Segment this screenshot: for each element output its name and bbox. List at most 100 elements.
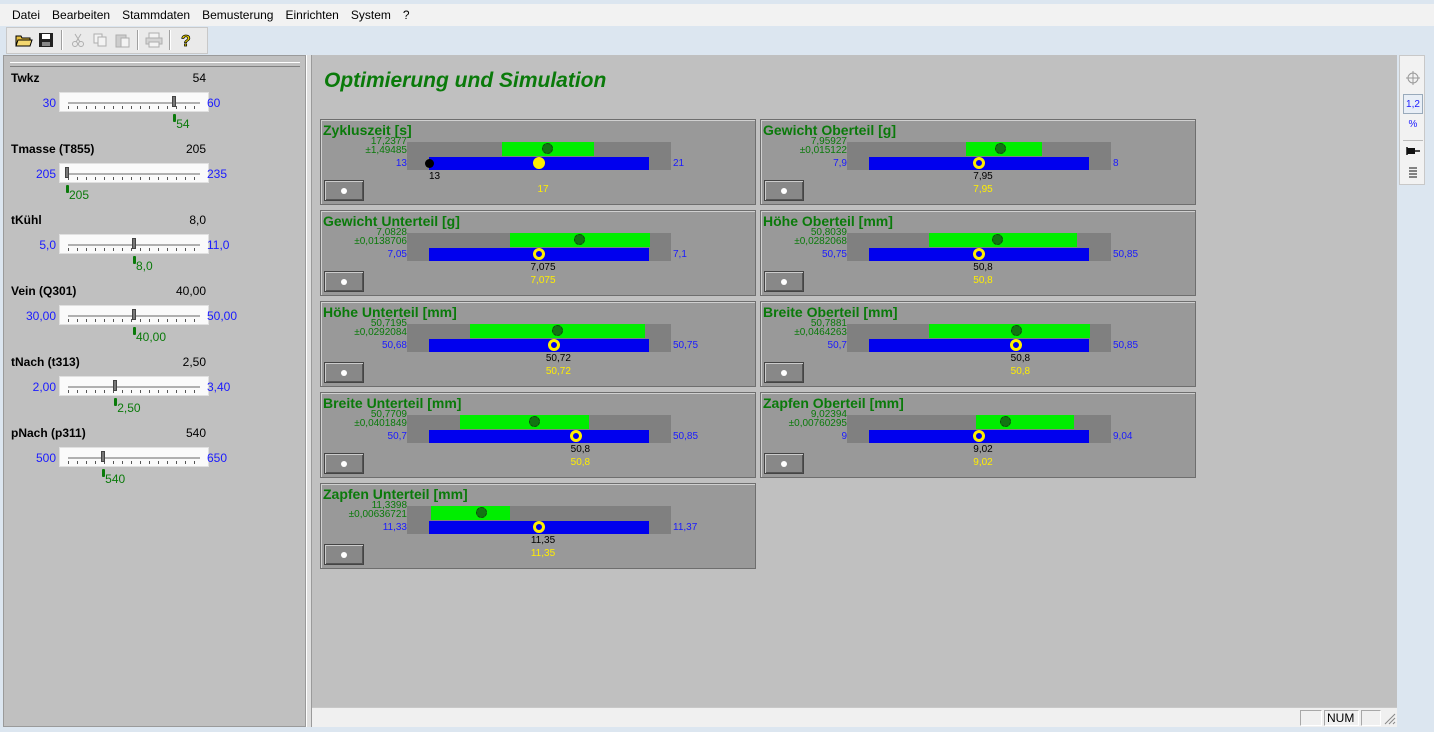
card-toggle-button[interactable] [324,544,364,565]
target-marker[interactable] [548,339,561,351]
target-marker[interactable] [533,521,545,533]
crosshair-icon[interactable] [1403,68,1423,88]
card-toggle-button[interactable] [324,453,364,474]
param-name: Vein (Q301) [11,284,77,298]
slider-line [68,102,200,104]
minimum-marker [425,159,434,168]
slider-thumb[interactable] [113,380,118,391]
card-title: Zykluszeit [s] [323,122,412,138]
button-dot-icon [341,278,347,285]
target-marker[interactable] [533,157,545,169]
card-toggle-button[interactable] [324,180,364,201]
param-slider[interactable] [59,447,209,467]
status-bar: NUM [312,707,1397,727]
result-card: Zapfen Unterteil [mm] 11,3398 ±0,00636721 1… [320,483,756,569]
button-dot-icon [781,460,787,467]
result-card: Zykluszeit [s] 17,2377 ±1,49485 13 21 13 17 [320,119,756,205]
tolerance-min: 9 [841,431,847,442]
card-title: Breite Oberteil [mm] [763,304,898,320]
menu-einrichten[interactable]: Einrichten [285,8,339,22]
right-toolbar-frame: 1,2 % [1399,55,1425,185]
toolbar-frame: ? [6,26,208,54]
panel-splitter[interactable] [306,55,312,727]
paste-icon[interactable] [111,29,133,51]
tolerance-min: 7,9 [833,158,847,169]
mean-marker [1000,416,1012,427]
decimal-format-button[interactable]: 1,2 [1403,94,1423,114]
menu-bearbeiten[interactable]: Bearbeiten [52,8,111,22]
slider-thumb[interactable] [101,451,106,462]
menu-system[interactable]: System [350,8,391,22]
card-toggle-button[interactable] [764,362,804,383]
tolerance-max: 50,85 [1113,340,1139,351]
slider-thumb[interactable] [132,309,136,320]
mean-marker [992,234,1004,245]
param-min: 30 [42,96,56,110]
target-marker[interactable] [570,430,583,442]
slider-thumb[interactable] [172,96,177,107]
card-mean: 11,3398 [371,500,407,511]
param-min: 30,00 [25,309,56,323]
open-folder-icon[interactable] [13,29,35,51]
card-mean: 7,95927 [810,136,847,147]
mean-marker [573,234,585,245]
current-value: 50,8 [973,262,993,273]
target-marker[interactable] [533,248,545,260]
menu-bemusterung[interactable]: Bemusterung [202,8,274,22]
current-value: 50,8 [570,444,591,455]
resize-grip-icon[interactable] [1384,713,1396,725]
card-toggle-button[interactable] [764,453,804,474]
slider-thumb[interactable] [65,167,69,178]
mean-marker [552,325,564,336]
card-toggle-button[interactable] [324,271,364,292]
param-optimum: 8,0 [136,259,153,273]
target-marker[interactable] [973,248,985,260]
help-icon[interactable]: ? [175,29,197,51]
slider-thumb[interactable] [132,238,136,249]
param-min: 2,00 [32,380,56,394]
slider-ticks [68,248,200,251]
target-marker[interactable] [973,157,985,169]
mean-marker [541,143,553,154]
slider-line [68,173,200,175]
menu-help[interactable]: ? [402,8,410,22]
tolerance-bar [429,430,649,443]
param-slider-group: tKühl 8,0 5,0 11,0 8,0 [4,213,307,284]
toolbar-separator [61,30,63,50]
pin-icon[interactable] [1403,140,1423,160]
copy-icon[interactable] [89,29,111,51]
menu-stammdaten[interactable]: Stammdaten [122,8,191,22]
list-icon[interactable] [1403,162,1423,182]
current-value: 11,35 [530,535,556,546]
card-title: Höhe Oberteil [mm] [763,213,893,229]
param-slider-group: pNach (p311) 540 500 650 540 [4,426,307,497]
confidence-range-bar [430,506,510,520]
decimal-format-label: 1,2 [1406,98,1420,110]
target-marker[interactable] [973,430,985,442]
percent-button[interactable]: % [1403,114,1423,134]
param-slider[interactable] [59,376,209,396]
target-marker[interactable] [1010,339,1023,351]
card-toggle-button[interactable] [764,271,804,292]
param-slider[interactable] [59,163,209,183]
cut-icon[interactable] [67,29,89,51]
param-slider[interactable] [59,92,209,112]
button-dot-icon [781,187,787,194]
param-slider-group: Twkz 54 30 60 54 [4,71,307,142]
card-toggle-button[interactable] [764,180,804,201]
toolbar-separator [169,30,171,50]
param-value: 40,00 [175,284,206,298]
menu-datei[interactable]: Datei [12,8,41,22]
card-mean: 50,7195 [370,318,407,329]
card-title: Gewicht Oberteil [g] [763,122,897,138]
card-title: Breite Unterteil [mm] [323,395,462,411]
param-min: 500 [35,451,56,465]
print-icon[interactable] [143,29,165,51]
optimum-marker [102,469,106,477]
toolbar: ? [6,26,1428,54]
card-toggle-button[interactable] [324,362,364,383]
save-disk-icon[interactable] [35,29,57,51]
card-stddev: ±0,0401849 [354,418,407,429]
minimum-value: 13 [429,171,441,182]
optimum-value: 17 [537,184,549,195]
